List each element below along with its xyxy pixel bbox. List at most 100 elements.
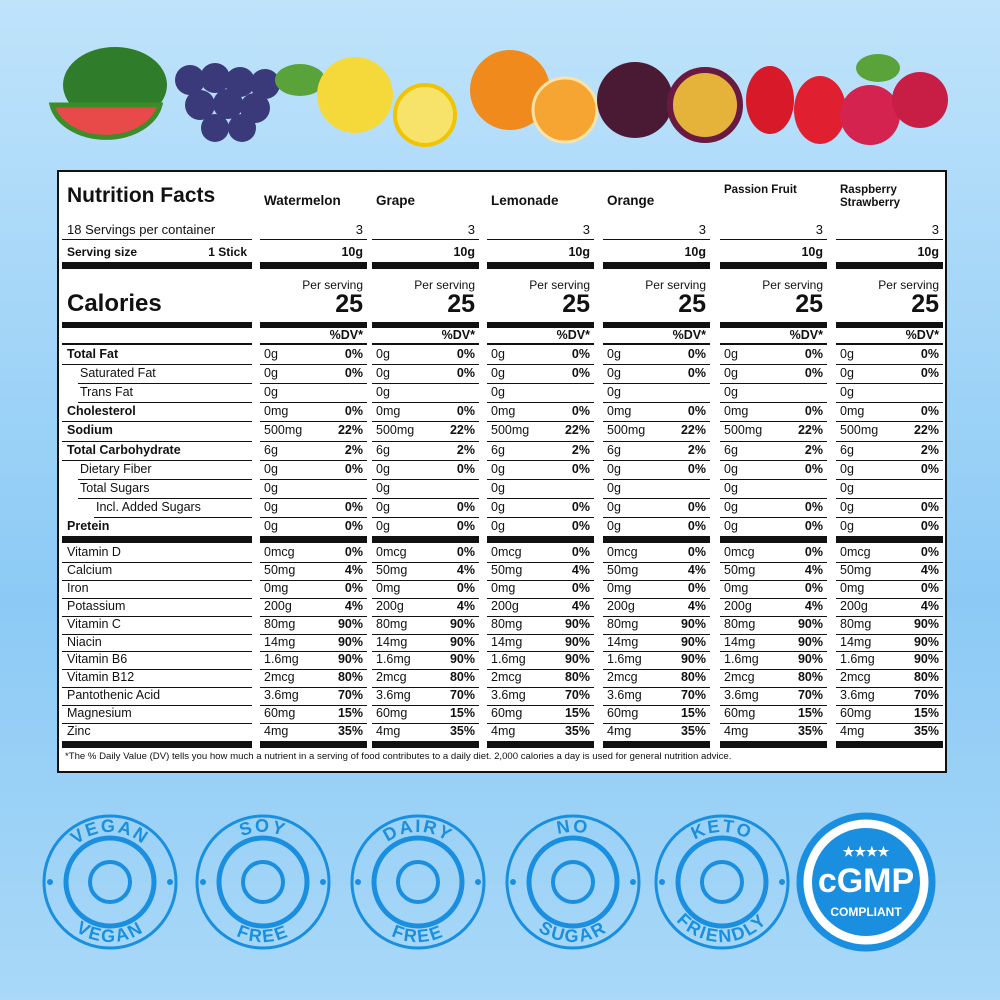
row-line: [487, 459, 594, 461]
row-line: [487, 383, 594, 385]
per-serving: Per serving: [302, 278, 363, 292]
badge-inner: [526, 835, 620, 929]
nutrient-name: Saturated Fat: [80, 366, 156, 381]
amount: 0mg: [264, 404, 289, 419]
daily-value: 22%: [564, 423, 590, 438]
amount: 14mg: [264, 634, 296, 649]
row-line: [487, 633, 594, 635]
amount: 0g: [376, 366, 390, 381]
daily-value: 0%: [571, 580, 590, 595]
badge-bottom: COMPLIANT: [830, 905, 902, 919]
row-line: [372, 561, 479, 563]
row-line: [62, 421, 252, 423]
calories: 25: [678, 290, 706, 318]
vitamin-name: Vitamin B6: [67, 652, 128, 667]
row-line: [720, 440, 827, 442]
row-line: [372, 687, 479, 689]
rule-line: [372, 343, 479, 345]
row-line: [603, 615, 710, 617]
amount: 14mg: [607, 634, 639, 649]
amount: 0g: [491, 347, 505, 361]
per-serving: Per serving: [645, 278, 706, 292]
daily-value: 0%: [456, 499, 475, 514]
daily-value: 90%: [797, 652, 823, 667]
row-line: [836, 633, 943, 635]
daily-value: 90%: [680, 652, 706, 667]
amount: 4mg: [840, 724, 865, 738]
grapes: [175, 63, 280, 142]
row-line: [372, 459, 479, 461]
row-line: [836, 597, 943, 599]
row-line: [62, 687, 252, 689]
rule-bar: [836, 322, 943, 328]
servings: 3: [355, 222, 363, 237]
row-line: [372, 497, 479, 499]
per-serving: Per serving: [762, 278, 823, 292]
daily-value: 0%: [456, 580, 475, 595]
amount: 0g: [264, 347, 278, 361]
rule-bar: [720, 536, 827, 543]
daily-value: 15%: [680, 706, 706, 721]
daily-value: 0%: [687, 499, 706, 514]
daily-value: 90%: [337, 652, 363, 667]
amount: 0g: [264, 518, 278, 533]
rule-bar: [720, 322, 827, 328]
rule-bar: [260, 322, 367, 328]
daily-value: 0%: [571, 366, 590, 381]
servings: 3: [815, 222, 823, 237]
row-line: [836, 402, 943, 404]
amount: 0g: [607, 461, 621, 476]
badge-ring: [654, 814, 790, 950]
daily-value: 0%: [344, 545, 363, 559]
amount: 6g: [264, 442, 278, 457]
daily-value: 4%: [571, 562, 590, 577]
amount: 14mg: [724, 634, 756, 649]
row-line: [720, 669, 827, 671]
amount: 1.6mg: [376, 652, 411, 667]
row-line: [836, 421, 943, 423]
badge-inner: [675, 835, 769, 929]
daily-value: 0%: [344, 580, 363, 595]
daily-value: 4%: [687, 562, 706, 577]
daily-value: 90%: [449, 616, 475, 631]
row-line: [260, 440, 367, 442]
leaf: [275, 64, 325, 96]
row-line: [603, 478, 710, 480]
row-line: [260, 651, 367, 653]
amount: 4mg: [491, 724, 516, 738]
rule-bar: [62, 322, 252, 328]
row-line: [78, 402, 252, 404]
row-line: [260, 723, 367, 724]
row-line: [487, 421, 594, 423]
amount: 0mg: [376, 404, 401, 419]
amount: 0mg: [376, 580, 401, 595]
row-line: [720, 615, 827, 617]
daily-value: 70%: [797, 688, 823, 703]
daily-value: 0%: [456, 461, 475, 476]
daily-value: 90%: [913, 616, 939, 631]
badge-inner: [216, 835, 310, 929]
row-line: [62, 633, 252, 635]
row-line: [62, 459, 252, 461]
daily-value: 0%: [804, 366, 823, 381]
daily-value: 4%: [920, 562, 939, 577]
row-line: [372, 723, 479, 724]
amount: 80mg: [607, 616, 639, 631]
row-line: [487, 597, 594, 599]
row-line: [603, 705, 710, 707]
rule-line: [720, 239, 827, 240]
badge-ring: [42, 814, 178, 950]
daily-value: 80%: [797, 670, 823, 685]
daily-value: 4%: [687, 598, 706, 613]
amount: 500mg: [491, 423, 530, 438]
serving-size: 10g: [684, 245, 706, 259]
daily-value: 35%: [337, 724, 363, 738]
row-line: [372, 383, 479, 385]
row-line: [260, 579, 367, 581]
rule-line: [836, 239, 943, 240]
amount: 50mg: [264, 562, 296, 577]
row-line: [487, 516, 594, 518]
dv-header: %DV*: [789, 328, 823, 342]
serving-size: 10g: [341, 245, 363, 259]
row-line: [720, 597, 827, 599]
